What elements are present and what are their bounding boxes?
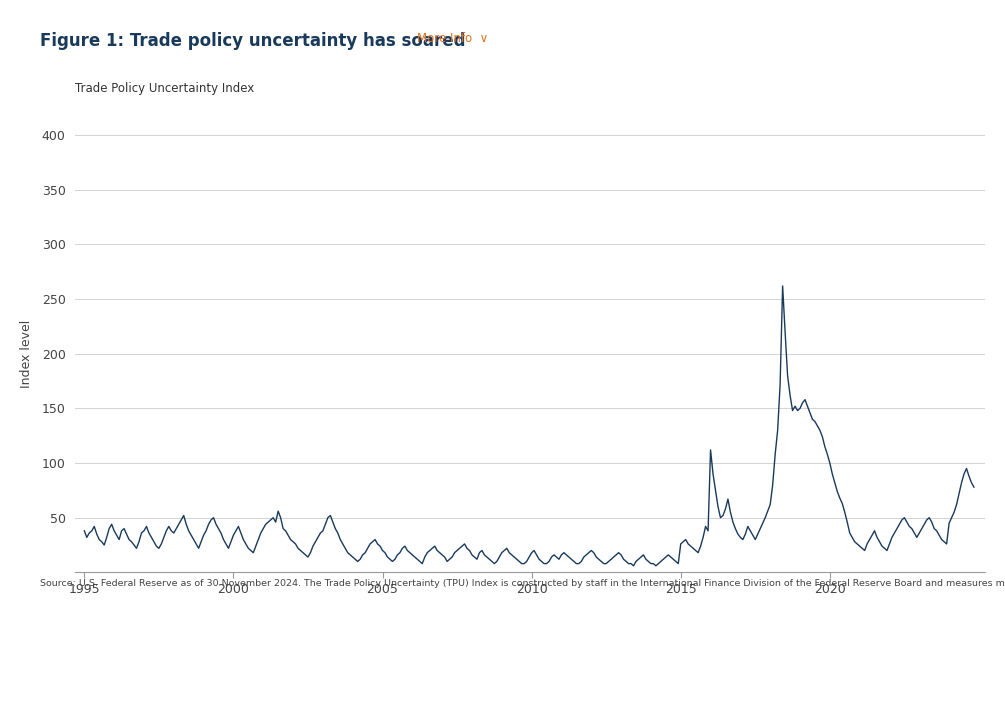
Text: Trade Policy Uncertainty Index: Trade Policy Uncertainty Index — [75, 82, 254, 95]
Text: More Info  ∨: More Info ∨ — [417, 32, 488, 45]
Text: Figure 1: Trade policy uncertainty has soared: Figure 1: Trade policy uncertainty has s… — [40, 32, 465, 50]
Text: Source: U.S. Federal Reserve as of 30 November 2024. The Trade Policy Uncertaint: Source: U.S. Federal Reserve as of 30 No… — [40, 579, 1005, 589]
Y-axis label: Index level: Index level — [20, 320, 33, 387]
